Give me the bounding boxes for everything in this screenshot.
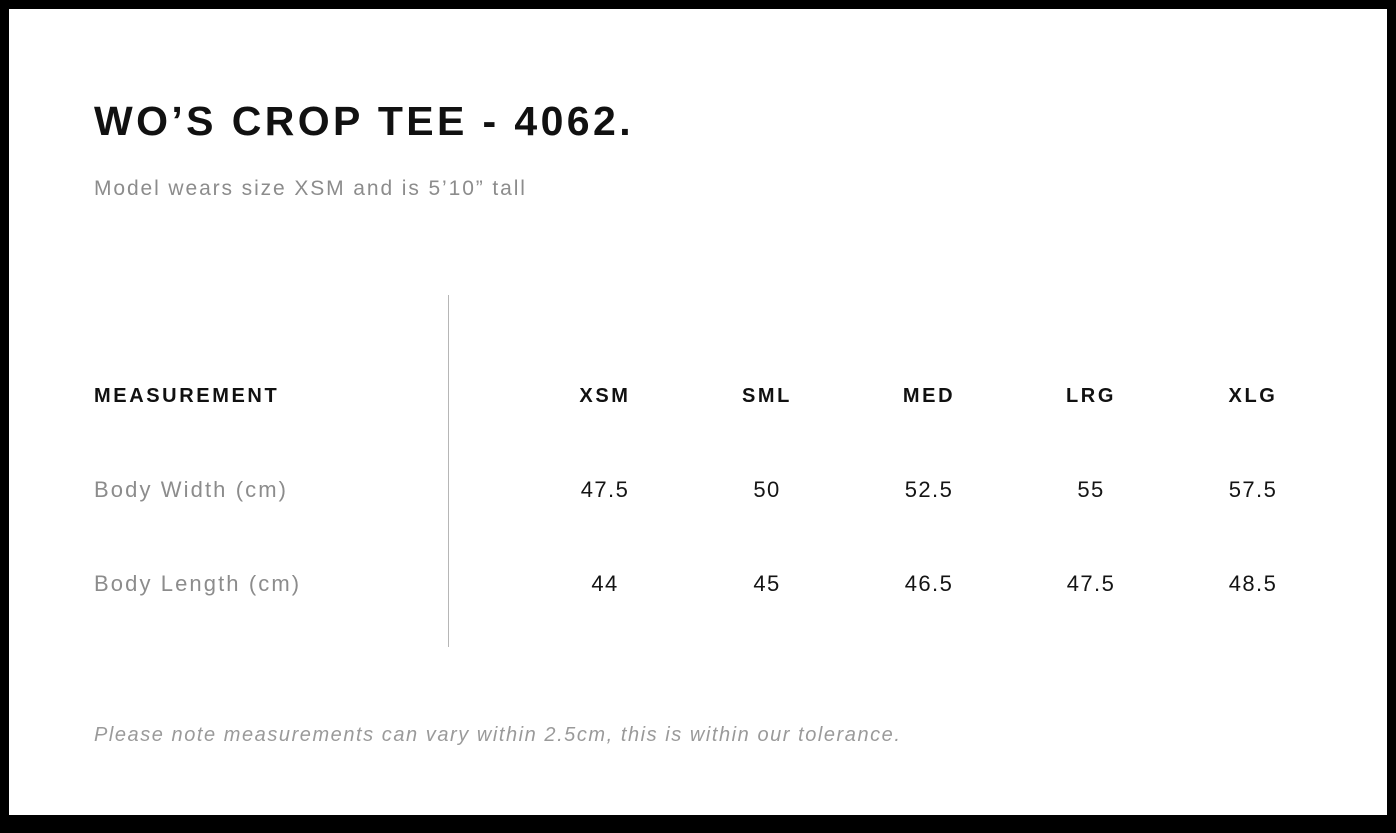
row-label-body-width: Body Width (cm)	[94, 477, 289, 502]
column-header-lrg: LRG	[1065, 384, 1117, 407]
cell-body-length-med: 46.5	[904, 571, 954, 596]
page-title: WO’S CROP TEE - 4062.	[94, 98, 634, 144]
size-chart-sheet: WO’S CROP TEE - 4062. Model wears size X…	[9, 9, 1387, 815]
table-header-row: MEASUREMENT XSM SML MED LRG XLG	[94, 349, 1334, 443]
column-divider	[448, 295, 449, 647]
column-header-med: MED	[902, 384, 956, 407]
cell-body-width-xlg: 57.5	[1228, 477, 1278, 502]
cell-body-length-sml: 45	[753, 571, 781, 596]
table-row: Body Length (cm) 44 45 46.5 47.5 48.5	[94, 537, 1334, 631]
column-header-sml: SML	[741, 384, 793, 407]
table-row: Body Width (cm) 47.5 50 52.5 55 57.5	[94, 443, 1334, 537]
tolerance-footnote: Please note measurements can vary within…	[94, 724, 902, 746]
cell-body-width-sml: 50	[753, 477, 781, 502]
page-subtitle: Model wears size XSM and is 5’10” tall	[94, 177, 527, 200]
size-chart-table: MEASUREMENT XSM SML MED LRG XLG Body Wid…	[94, 349, 1334, 631]
cell-body-width-lrg: 55	[1077, 477, 1105, 502]
row-label-body-length: Body Length (cm)	[94, 571, 302, 596]
column-header-xsm: XSM	[579, 384, 631, 407]
cell-body-length-xlg: 48.5	[1228, 571, 1278, 596]
cell-body-width-xsm: 47.5	[580, 477, 630, 502]
column-header-xlg: XLG	[1228, 384, 1278, 407]
column-header-measurement: MEASUREMENT	[94, 384, 280, 407]
header-block: WO’S CROP TEE - 4062. Model wears size X…	[94, 98, 1334, 200]
cell-body-length-lrg: 47.5	[1066, 571, 1116, 596]
cell-body-width-med: 52.5	[904, 477, 954, 502]
cell-body-length-xsm: 44	[591, 571, 619, 596]
